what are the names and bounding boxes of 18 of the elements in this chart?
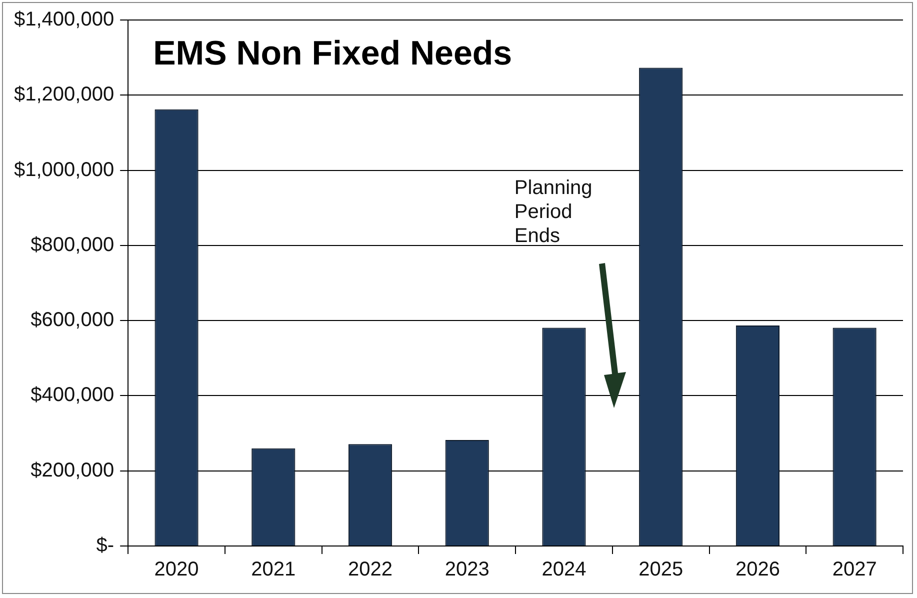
x-tick-label: 2025 [638, 558, 684, 581]
x-tick-label: 2026 [735, 558, 780, 581]
y-tick-label: $200,000 [30, 459, 114, 482]
y-tick-label: $1,400,000 [14, 8, 114, 31]
x-tick-label: 2023 [444, 558, 490, 581]
y-tick-label: $- [96, 534, 114, 557]
y-tick-label: $400,000 [30, 384, 114, 406]
annotation: Planning Period Ends [514, 177, 592, 247]
x-tick-label: 2027 [832, 558, 877, 581]
x-tick-label: 2022 [348, 558, 393, 581]
chart-title: EMS Non Fixed Needs [153, 34, 512, 72]
x-tick-label: 2020 [154, 558, 199, 581]
x-tick-label: 2021 [251, 558, 296, 581]
y-tick-label: $600,000 [30, 309, 114, 332]
y-tick-label: $1,200,000 [14, 84, 114, 106]
x-tick-label: 2024 [542, 558, 586, 581]
y-tick-label: $1,000,000 [14, 158, 114, 181]
y-tick-label: $800,000 [30, 234, 114, 256]
